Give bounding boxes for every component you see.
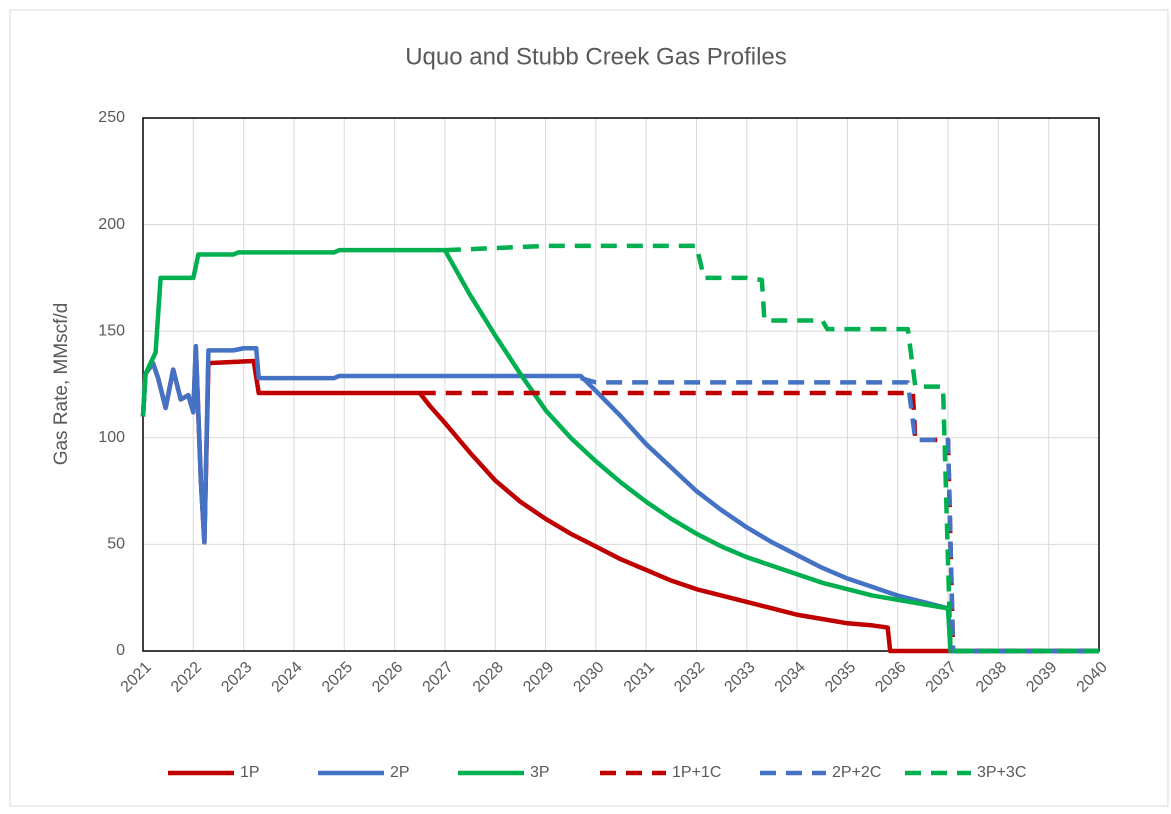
y-tick-label: 0 bbox=[116, 642, 125, 659]
legend-label: 1P bbox=[240, 764, 260, 781]
chart-border bbox=[9, 9, 1169, 807]
series-line bbox=[140, 343, 1099, 654]
chart-title: Uquo and Stubb Creek Gas Profiles bbox=[405, 43, 787, 70]
y-tick-label: 200 bbox=[98, 216, 125, 233]
legend-label: 1P+1C bbox=[672, 764, 721, 781]
y-tick-label: 100 bbox=[98, 429, 125, 446]
series-line bbox=[444, 243, 1099, 654]
y-tick-label: 150 bbox=[98, 322, 125, 339]
y-tick-label: 250 bbox=[98, 109, 125, 126]
legend-label: 3P bbox=[530, 764, 550, 781]
legend-label: 2P bbox=[390, 764, 410, 781]
y-axis-label: Gas Rate, MMscf/d bbox=[51, 303, 72, 466]
y-tick-label: 50 bbox=[107, 536, 125, 553]
legend-label: 2P+2C bbox=[832, 764, 881, 781]
legend-label: 3P+3C bbox=[977, 764, 1026, 781]
series-line bbox=[140, 247, 1099, 654]
